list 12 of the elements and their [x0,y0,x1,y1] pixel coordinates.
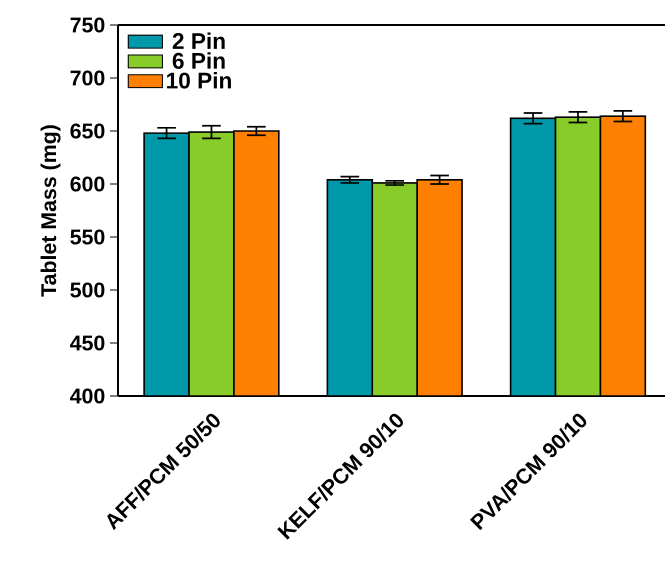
legend-label: 6 Pin [172,52,225,69]
y-tick-label: 550 [70,229,104,245]
legend-label: 10 Pin [167,72,231,89]
y-tick-label: 750 [70,17,104,33]
y-tick-label: 600 [70,176,104,192]
y-tick-label: 700 [70,70,104,86]
y-tick-label: 400 [70,388,104,404]
y-tick-label: 650 [70,123,104,139]
y-tick-label: 500 [70,282,104,298]
y-axis-title: Tablet Mass (mg) [40,125,61,297]
legend-label: 2 Pin [172,32,225,49]
y-tick-label: 450 [70,335,104,351]
